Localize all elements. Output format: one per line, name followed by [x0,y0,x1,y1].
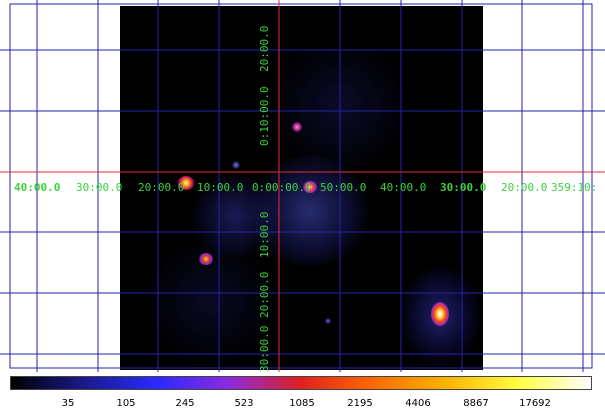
image-viewer[interactable]: 40:00.0 30:00.0 20:00.0 10:00.0 0:00:00.… [0,0,605,372]
faint-source-7 [325,318,331,324]
ra-label: 50:00.0 [320,181,367,194]
colorbar-tick: 105 [116,398,136,409]
colorbar[interactable] [10,376,592,390]
dec-label: 20:00.0 [258,271,271,318]
ra-label: 20:00.0 [501,181,548,194]
colorbar-tick: 35 [61,398,75,409]
dec-label: 30:00.0 [258,325,271,372]
diffuse-emission-upper [260,46,420,166]
bright-source-2[interactable] [199,253,213,265]
ra-label: 0:00:00.0 [252,181,312,194]
diffuse-emission-lower-right [400,266,480,366]
dec-label: 0:10:00.0 [258,86,271,146]
colorbar-tick: 8867 [463,398,489,409]
ra-label: 40:00.0 [14,181,61,194]
colorbar-tick: 245 [175,398,195,409]
colorbar-tick: 4406 [405,398,431,409]
ra-label: 30:00.0 [440,181,487,194]
ra-label: 20:00.0 [138,181,185,194]
faint-source-6 [232,161,240,169]
ra-label: 40:00.0 [380,181,427,194]
colorbar-tick: 1085 [289,398,315,409]
source-3[interactable] [292,122,302,132]
ra-label: 10:00.0 [197,181,244,194]
bright-source-5[interactable] [431,302,449,326]
colorbar-tick: 2195 [347,398,373,409]
dec-label: 20:00.0 [258,25,271,72]
colorbar-tick: 17692 [519,398,551,409]
dec-label: 10:00.0 [258,211,271,258]
ra-label: 359:10: [551,181,598,194]
ra-label: 30:00.0 [76,181,123,194]
colorbar-tick: 523 [234,398,254,409]
